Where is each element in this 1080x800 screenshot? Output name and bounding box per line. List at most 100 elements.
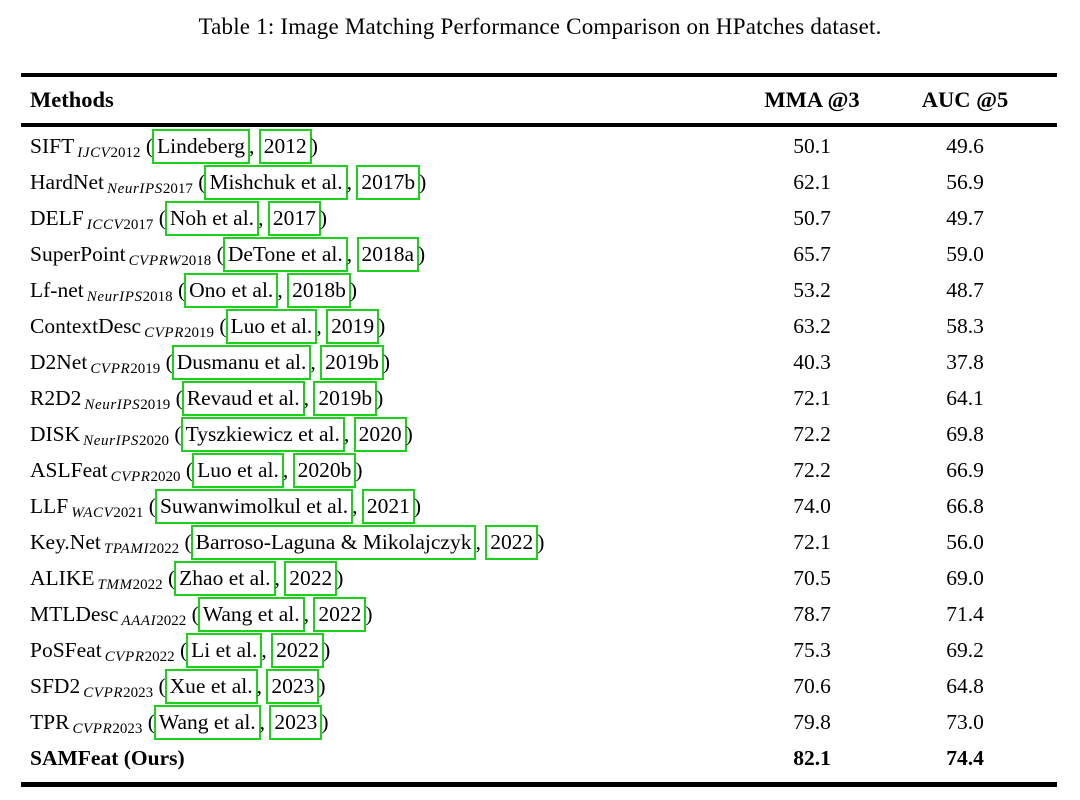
citation-year-link[interactable]: 2019b <box>313 381 378 416</box>
venue-year: 2023 <box>123 685 154 701</box>
citation-year-link[interactable]: 2017b <box>356 165 421 200</box>
citation-author-link[interactable]: DeTone et al. <box>222 237 348 272</box>
auc-value: 49.7 <box>946 206 984 230</box>
table-row: MTLDesc AAAI2022 (Wang et al., 2022) 78.7… <box>21 596 1057 632</box>
citation-author-link[interactable]: Revaud et al. <box>181 381 305 416</box>
citation-author-link[interactable]: Dusmanu et al. <box>171 345 312 380</box>
venue-name: NeurIPS <box>107 181 163 197</box>
method-cell: HardNet NeurIPS2017 (Mishchuk et al., 201… <box>21 164 737 200</box>
method-cell: R2D2 NeurIPS2019 (Revaud et al., 2019b) <box>21 380 737 416</box>
method-cell: D2Net CVPR2019 (Dusmanu et al., 2019b) <box>21 344 737 380</box>
method-name: SAMFeat (Ours) <box>30 746 185 770</box>
method-name: SFD2 <box>30 674 81 698</box>
citation-year-link[interactable]: 2021 <box>361 489 415 524</box>
auc-value: 66.8 <box>946 494 984 518</box>
citation-year-link[interactable]: 2022 <box>284 561 338 596</box>
citation-year-link[interactable]: 2018a <box>356 237 420 272</box>
method-cell: ALIKE TMM2022 (Zhao et al., 2022) <box>21 560 737 596</box>
venue-subscript: ICCV2017 <box>87 217 154 233</box>
mma-value: 72.1 <box>793 386 831 410</box>
method-name: LLF <box>30 494 69 518</box>
citation-author-link[interactable]: Wang et al. <box>197 597 305 632</box>
citation-author-link[interactable]: Lindeberg <box>152 129 250 164</box>
citation-year-link[interactable]: 2017 <box>267 201 321 236</box>
table-row: ASLFeat CVPR2020 (Luo et al., 2020b) 72.2… <box>21 452 1057 488</box>
venue-year: 2020 <box>139 433 170 449</box>
auc-value: 37.8 <box>946 350 984 374</box>
citation-year-link[interactable]: 2018b <box>287 273 351 308</box>
method-cell: ASLFeat CVPR2020 (Luo et al., 2020b) <box>21 452 737 488</box>
citation-year-link[interactable]: 2022 <box>313 597 367 632</box>
venue-name: CVPR <box>110 469 151 485</box>
method-name: Key.Net <box>30 530 101 554</box>
method-cell: MTLDesc AAAI2022 (Wang et al., 2022) <box>21 596 737 632</box>
mma-value: 72.2 <box>793 458 831 482</box>
method-name: DISK <box>30 422 81 446</box>
citation: (Dusmanu et al., 2019b) <box>160 345 390 380</box>
table-row: ContextDesc CVPR2019 (Luo et al., 2019) 6… <box>21 308 1057 344</box>
citation-author-link[interactable]: Zhao et al. <box>174 561 276 596</box>
auc-value: 69.8 <box>946 422 984 446</box>
citation: (Luo et al., 2020b) <box>181 453 363 488</box>
mma-value: 82.1 <box>793 746 831 770</box>
venue-year: 2022 <box>149 541 180 557</box>
citation-author-link[interactable]: Barroso-Laguna & Mikolajczyk <box>190 525 477 560</box>
auc-value: 66.9 <box>946 458 984 482</box>
citation-author-link[interactable]: Mishchuk et al. <box>204 165 348 200</box>
venue-year: 2019 <box>140 397 171 413</box>
citation-author-link[interactable]: Luo et al. <box>192 453 284 488</box>
method-cell: Lf-net NeurIPS2018 (Ono et al., 2018b) <box>21 272 737 308</box>
venue-name: NeurIPS <box>86 289 143 305</box>
table-row: TPR CVPR2023 (Wang et al., 2023) 79.8 73.… <box>21 704 1057 740</box>
col-header-mma: MMA @3 <box>764 87 860 112</box>
citation-author-link[interactable]: Ono et al. <box>184 273 279 308</box>
citation-year-link[interactable]: 2019b <box>320 345 384 380</box>
venue-subscript: NeurIPS2018 <box>87 289 173 305</box>
venue-name: NeurIPS <box>84 397 141 413</box>
citation-author-link[interactable]: Xue et al. <box>164 669 258 704</box>
auc-value: 49.6 <box>946 134 984 158</box>
citation-year-link[interactable]: 2023 <box>269 705 323 740</box>
method-cell: SuperPoint CVPRW2018 (DeTone et al., 2018… <box>21 236 737 272</box>
method-cell: PoSFeat CVPR2022 (Li et al., 2022) <box>21 632 737 668</box>
mma-value: 79.8 <box>793 710 831 734</box>
venue-name: WACV <box>71 505 114 521</box>
citation-year-link[interactable]: 2019 <box>326 309 380 344</box>
venue-name: TPAMI <box>103 541 150 557</box>
table-top-rule <box>21 73 1057 77</box>
table-bottom-rule <box>21 782 1057 787</box>
venue-name: ICCV <box>86 217 124 233</box>
citation-author-link[interactable]: Suwanwimolkul et al. <box>154 489 354 524</box>
citation-year-link[interactable]: 2022 <box>271 633 325 668</box>
citation-author-link[interactable]: Tyszkiewicz et al. <box>180 417 345 452</box>
citation-year-link[interactable]: 2012 <box>258 129 312 164</box>
citation-year-link[interactable]: 2020b <box>292 453 357 488</box>
citation: (Revaud et al., 2019b) <box>170 381 383 416</box>
venue-subscript: CVPR2022 <box>105 649 175 665</box>
method-name: PoSFeat <box>30 638 102 662</box>
auc-value: 64.1 <box>946 386 984 410</box>
venue-subscript: CVPR2023 <box>72 721 142 737</box>
auc-value: 69.0 <box>946 566 984 590</box>
citation-author-link[interactable]: Li et al. <box>186 633 263 668</box>
table-row: Lf-net NeurIPS2018 (Ono et al., 2018b) 53… <box>21 272 1057 308</box>
citation-author-link[interactable]: Noh et al. <box>164 201 260 236</box>
method-name: TPR <box>30 710 70 734</box>
table-row: DELF ICCV2017 (Noh et al., 2017) 50.7 49.… <box>21 200 1057 236</box>
method-name: ALIKE <box>30 566 95 590</box>
mma-value: 74.0 <box>793 494 831 518</box>
citation-author-link[interactable]: Wang et al. <box>153 705 261 740</box>
citation-year-link[interactable]: 2020 <box>353 417 407 452</box>
citation: (Wang et al., 2023) <box>142 705 329 740</box>
citation: (Wang et al., 2022) <box>186 597 373 632</box>
mma-value: 65.7 <box>793 242 831 266</box>
venue-year: 2019 <box>183 325 214 341</box>
table-row: LLF WACV2021 (Suwanwimolkul et al., 2021)… <box>21 488 1057 524</box>
citation-year-link[interactable]: 2022 <box>485 525 539 560</box>
table-row: SIFT IJCV2012 (Lindeberg, 2012) 50.1 49.6 <box>21 128 1057 164</box>
citation-author-link[interactable]: Luo et al. <box>225 309 318 344</box>
citation-year-link[interactable]: 2023 <box>266 669 320 704</box>
venue-name: CVPR <box>104 649 145 665</box>
venue-year: 2021 <box>113 505 144 521</box>
table-row: R2D2 NeurIPS2019 (Revaud et al., 2019b) 7… <box>21 380 1057 416</box>
